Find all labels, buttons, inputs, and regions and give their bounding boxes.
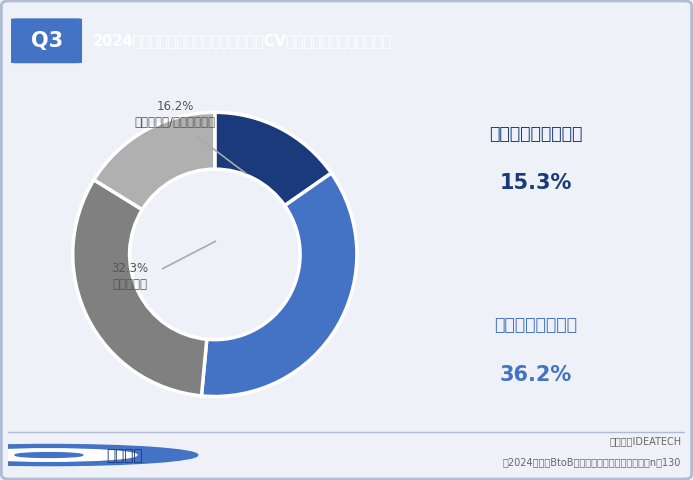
Wedge shape bbox=[73, 180, 207, 396]
Circle shape bbox=[0, 444, 198, 466]
Text: 36.2%: 36.2% bbox=[500, 365, 572, 385]
Text: 未達である: 未達である bbox=[112, 277, 148, 290]
Text: 【2024年版】BtoB企業の広告施策の実態調査｜n＝130: 【2024年版】BtoB企業の広告施策の実態調査｜n＝130 bbox=[503, 457, 681, 467]
Text: わからない/答えられない: わからない/答えられない bbox=[134, 116, 216, 129]
Text: 株式会社IDEATECH: 株式会社IDEATECH bbox=[609, 437, 681, 446]
Text: 32.3%: 32.3% bbox=[112, 263, 148, 276]
Circle shape bbox=[0, 449, 137, 461]
FancyBboxPatch shape bbox=[11, 18, 82, 63]
Text: 2024年の現在、広告施策において目標CV数を達成できていますか。: 2024年の現在、広告施策において目標CV数を達成できていますか。 bbox=[93, 33, 392, 48]
Wedge shape bbox=[215, 112, 331, 205]
Text: 16.2%: 16.2% bbox=[157, 100, 193, 113]
Text: 大幅に達成している: 大幅に達成している bbox=[489, 125, 583, 143]
Text: やや達成している: やや達成している bbox=[495, 316, 577, 335]
Text: リサピー: リサピー bbox=[107, 448, 143, 464]
Wedge shape bbox=[202, 173, 357, 396]
Wedge shape bbox=[94, 112, 215, 210]
Circle shape bbox=[15, 453, 82, 457]
Text: 15.3%: 15.3% bbox=[500, 173, 572, 193]
Text: Q3: Q3 bbox=[30, 31, 63, 51]
